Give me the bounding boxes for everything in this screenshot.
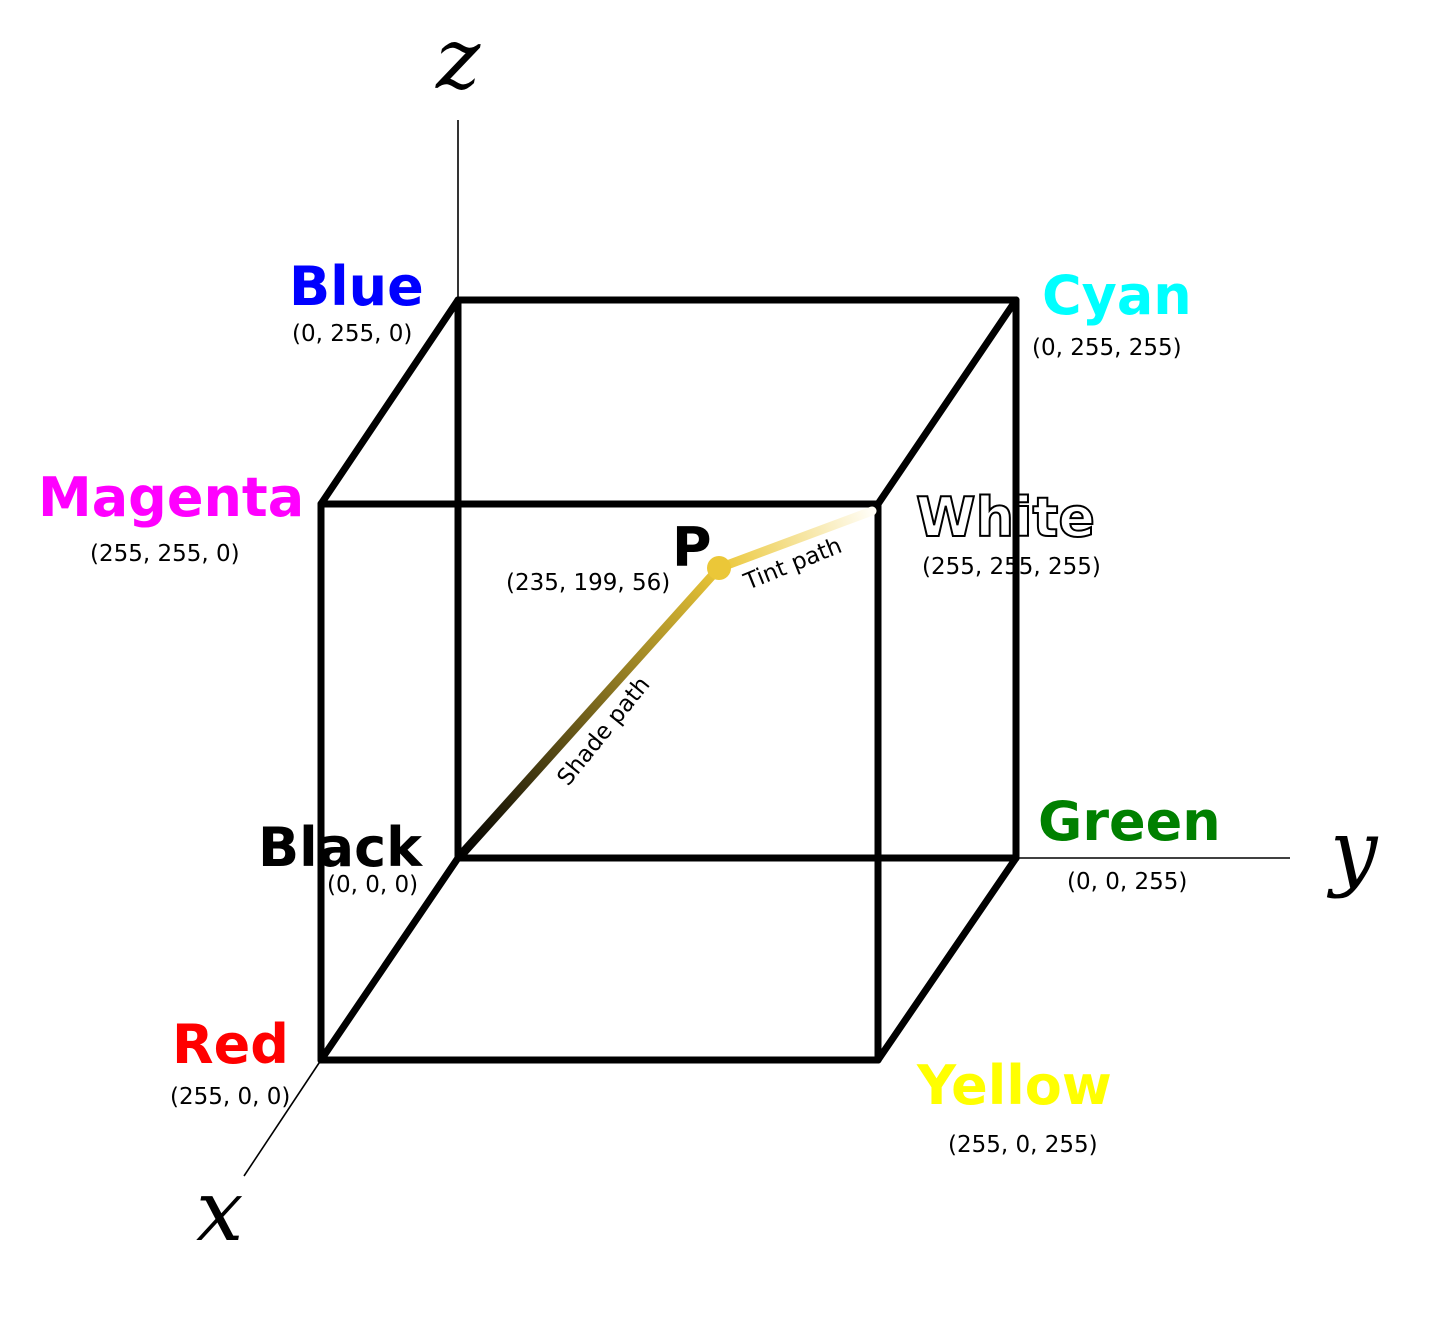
shade-path-line: [456, 563, 724, 860]
edge-green-yellow: [874, 854, 1020, 1064]
white-coords: (255, 255, 255): [922, 554, 1101, 580]
x-axis-label: x: [196, 1162, 243, 1260]
magenta-coords: (255, 255, 0): [90, 541, 240, 567]
red-coords: (255, 0, 0): [170, 1084, 290, 1110]
blue-coords: (0, 255, 0): [292, 321, 412, 347]
point-p-marker: [707, 556, 731, 580]
cyan-label: Cyan: [1042, 264, 1192, 327]
edge-cyan-white: [874, 296, 1020, 508]
y-axis-label: y: [1326, 802, 1379, 900]
edge-black-red: [317, 854, 462, 1064]
green-coords: (0, 0, 255): [1067, 869, 1187, 895]
yellow-coords: (255, 0, 255): [948, 1132, 1098, 1158]
edge-blue-magenta: [317, 296, 462, 508]
black-label: Black: [258, 816, 423, 879]
z-axis-label: z: [435, 10, 481, 108]
yellow-label: Yellow: [916, 1054, 1112, 1117]
green-label: Green: [1038, 790, 1221, 853]
cyan-coords: (0, 255, 255): [1032, 335, 1182, 361]
x-axis-line: [243, 1059, 322, 1177]
black-coords: (0, 0, 0): [327, 872, 418, 898]
point-p-coords: (235, 199, 56): [506, 570, 670, 596]
magenta-label: Magenta: [38, 466, 304, 529]
blue-label: Blue: [289, 255, 424, 318]
tint-path-line: [714, 506, 877, 573]
cube-edges: [317, 296, 1020, 1064]
point-p-label: P: [672, 516, 712, 579]
white-label: White: [916, 486, 1095, 549]
red-label: Red: [172, 1013, 289, 1076]
